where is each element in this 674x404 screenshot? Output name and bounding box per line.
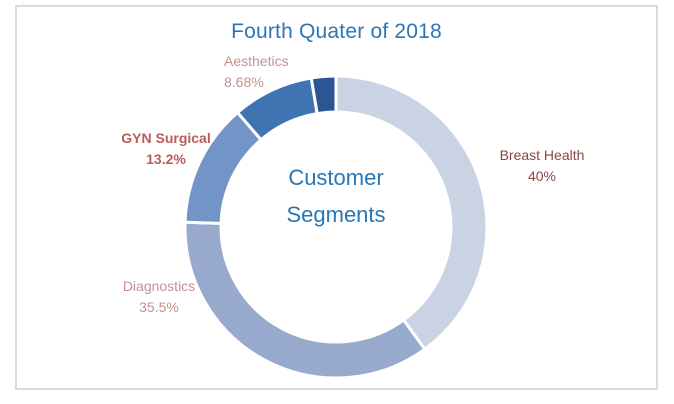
segment-label-gyn-surgical-value: 13.2% <box>146 151 186 167</box>
segment-label-breast-health-value: 40% <box>527 168 557 184</box>
donut-slice-diagnostics <box>183 220 427 380</box>
chart-title: Fourth Quater of 2018 <box>231 20 442 43</box>
segment-label-breast-health: Breast Health 40% <box>482 145 602 187</box>
segment-label-diagnostics-value: 35.5% <box>139 299 179 315</box>
center-label-line-1: Customer <box>288 165 384 190</box>
donut-chart <box>183 74 489 380</box>
segment-label-aesthetics-value: 8.68% <box>224 74 264 90</box>
segment-label-gyn-surgical-name: GYN Surgical <box>121 130 211 146</box>
segment-label-diagnostics-name: Diagnostics <box>122 278 196 294</box>
segment-label-aesthetics: Aesthetics 8.68% <box>224 51 289 93</box>
segment-label-gyn-surgical: GYN Surgical 13.2% <box>106 128 226 170</box>
chart-frame: Fourth Quater of 2018 Customer Segments … <box>15 5 658 390</box>
donut-slice-breast-health <box>334 74 489 352</box>
donut-center-label: Customer Segments <box>226 159 446 233</box>
segment-label-diagnostics: Diagnostics 35.5% <box>99 276 219 318</box>
segment-label-breast-health-name: Breast Health <box>499 147 585 163</box>
center-label-line-2: Segments <box>286 202 386 227</box>
segment-label-aesthetics-name: Aesthetics <box>224 53 289 69</box>
donut-slice-unlabeled <box>309 74 338 116</box>
